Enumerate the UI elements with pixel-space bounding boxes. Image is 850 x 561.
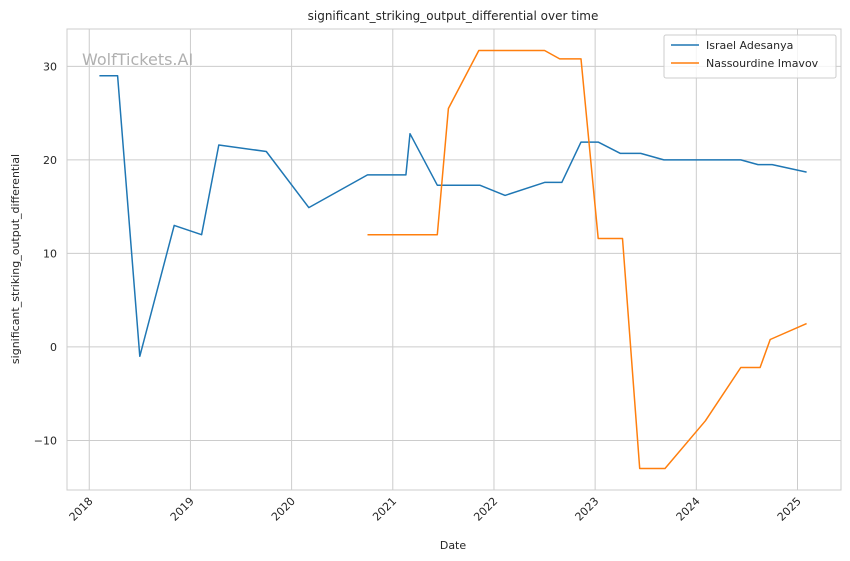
y-axis-label: significant_striking_output_differential	[9, 154, 22, 364]
y-tick-label: 10	[43, 247, 57, 260]
y-tick-label: 0	[50, 341, 57, 354]
watermark: WolfTickets.AI	[82, 50, 193, 69]
y-axis-ticks: −10 0 10 20 30	[34, 60, 57, 447]
legend-label-nassourdine-imavov: Nassourdine Imavov	[706, 57, 819, 70]
legend: Israel Adesanya Nassourdine Imavov	[663, 34, 837, 79]
y-tick-label: 20	[43, 154, 57, 167]
series-line-israel-adesanya	[99, 75, 807, 358]
legend-label-israel-adesanya: Israel Adesanya	[706, 39, 793, 52]
y-tick-label: −10	[34, 434, 57, 447]
x-axis-label: Date	[440, 539, 467, 552]
plot-frame	[66, 28, 842, 491]
series-line-nassourdine-imavov	[367, 49, 807, 470]
grid-lines	[67, 29, 841, 490]
legend-box	[663, 34, 837, 79]
legend-items: Israel Adesanya Nassourdine Imavov	[671, 39, 819, 70]
plot-area	[66, 28, 842, 491]
series-lines	[99, 49, 807, 470]
y-tick-label: 30	[43, 60, 57, 73]
chart-title: significant_striking_output_differential…	[308, 9, 599, 23]
